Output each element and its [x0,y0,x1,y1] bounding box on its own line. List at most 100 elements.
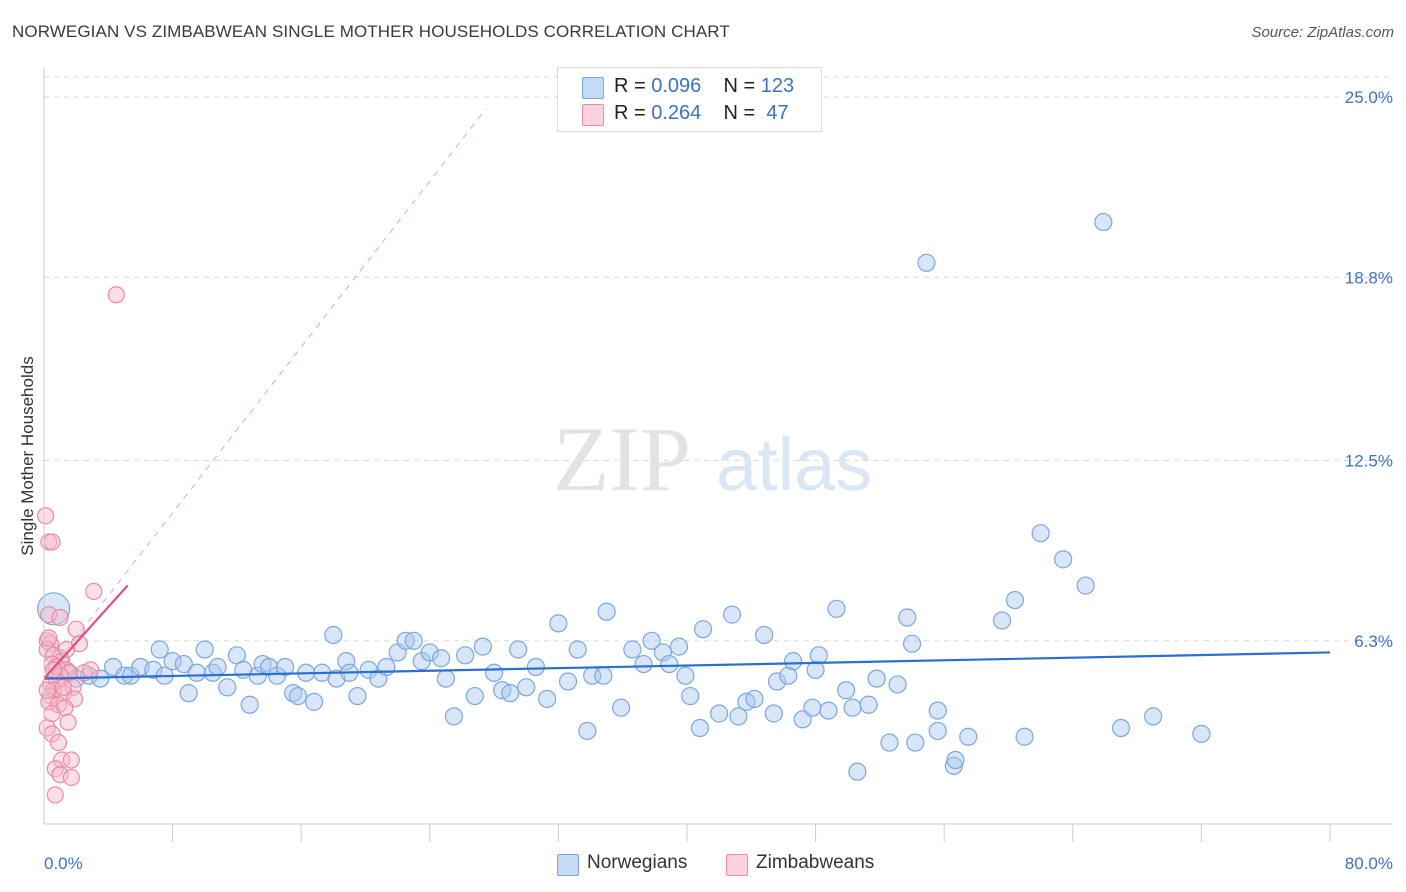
norwegian-point [653,643,672,662]
norwegian-point [79,666,99,685]
norwegian-point [888,675,907,694]
norwegian-point [992,611,1012,630]
norwegian-point [473,637,492,656]
norwegian-point [928,721,947,741]
norwegian-point [517,678,536,697]
norwegian-point [377,657,396,677]
norwegian-point [304,692,324,711]
y-axis-title: Single Mother Households [18,356,37,555]
norwegian-point [764,704,783,723]
norwegian-trend-line [43,651,1331,680]
norwegian-point [848,762,867,781]
norwegian-point [568,640,587,659]
zimbabwean-point [62,768,80,787]
zimbabwean-point [51,765,69,784]
norwegian-point [745,689,764,709]
legend-swatch-norwegians [557,854,579,876]
norwegian-point [163,652,182,671]
zimbabwean-point [49,733,68,752]
norwegian-point [859,695,878,714]
norwegian-point [284,684,303,703]
zimbabwean-point [38,681,56,699]
zimbabwean-points [37,286,125,804]
norwegian-point [959,727,978,746]
norwegian-point [693,620,713,639]
norwegian-point [465,686,484,706]
norwegian-point [1144,707,1163,726]
norwegian-point [1015,727,1034,746]
y-tick-label: 12.5% [1345,452,1393,471]
norwegian-point [501,684,520,703]
zimbabwean-point [67,620,85,638]
norwegian-point [917,253,936,272]
trend-extended-layer [43,108,487,679]
norwegian-point [946,750,965,770]
norwegian-point [806,660,825,679]
zimbabwean-point [54,678,72,696]
norwegian-point [755,625,774,645]
norwegian-point [634,654,653,674]
zimbabwean-point [40,606,58,624]
legend-n-value: 123 [760,75,795,97]
norwegian-point [276,657,295,677]
norwegian-point [1094,212,1113,232]
zimbabwean-point [51,608,69,627]
norwegian-point [597,602,616,621]
zimbabwean-point [53,751,71,769]
legend-r-value: 0.096 [651,75,702,97]
norwegian-point [767,672,787,691]
zimbabwean-trend-extension [43,108,487,679]
norwegian-point [710,704,729,723]
norwegian-point [1111,718,1131,738]
watermark: ZIP atlas [553,408,872,510]
norwegian-point [485,663,504,682]
norwegian-point [337,652,356,671]
norwegian-point [1192,724,1211,743]
norwegian-point [444,707,464,726]
norwegian-point [549,614,568,633]
norwegian-point [819,701,838,720]
norwegian-point [783,652,803,671]
zimbabwean-trend-line [43,584,129,680]
y-tick-label: 6.3% [1354,632,1393,651]
legend-r-label: R = [614,102,646,124]
norwegian-point [729,707,748,726]
tick-labels: 6.3% 12.5% 18.8% 25.0% 0.0% 80.0% Single Mothe… [18,88,1393,873]
zimbabwean-point [59,713,77,731]
norwegian-point [179,684,198,703]
norwegian-point [803,698,822,717]
norwegian-point [208,657,227,677]
norwegian-point [436,669,455,688]
y-tick-label: 18.8% [1345,268,1393,287]
norwegian-point [431,649,451,668]
norwegian-point [456,646,475,665]
norwegian-point [809,646,828,665]
norwegian-point [793,710,812,729]
zimbabwean-point [62,751,80,769]
norwegian-point [538,689,557,709]
norwegian-point [240,695,259,714]
legend-n-label: N = [723,75,756,97]
norwegian-point [843,698,862,717]
norwegian-point [1054,550,1073,569]
norwegian-point [203,663,222,682]
zimbabwean-point [85,582,103,600]
norwegian-point [218,678,237,697]
x-tick-label: 0.0% [44,854,83,873]
norwegian-point [526,657,545,677]
zimbabwean-point [38,632,56,650]
series-legend: Norwegians Zimbabweans [0,852,1406,878]
norwegian-point [1005,590,1025,610]
norwegian-point [669,637,689,656]
grid-layer [44,76,1392,642]
norwegian-point [623,640,642,659]
x-tick-label: 80.0% [1345,854,1393,873]
zimbabwean-point [37,507,55,525]
norwegian-point [578,721,597,741]
norwegian-point [195,640,214,659]
series-legend-label: Norwegians [587,852,688,873]
norwegian-point [558,672,578,691]
norwegian-point [348,686,367,706]
norwegian-point [404,631,423,650]
